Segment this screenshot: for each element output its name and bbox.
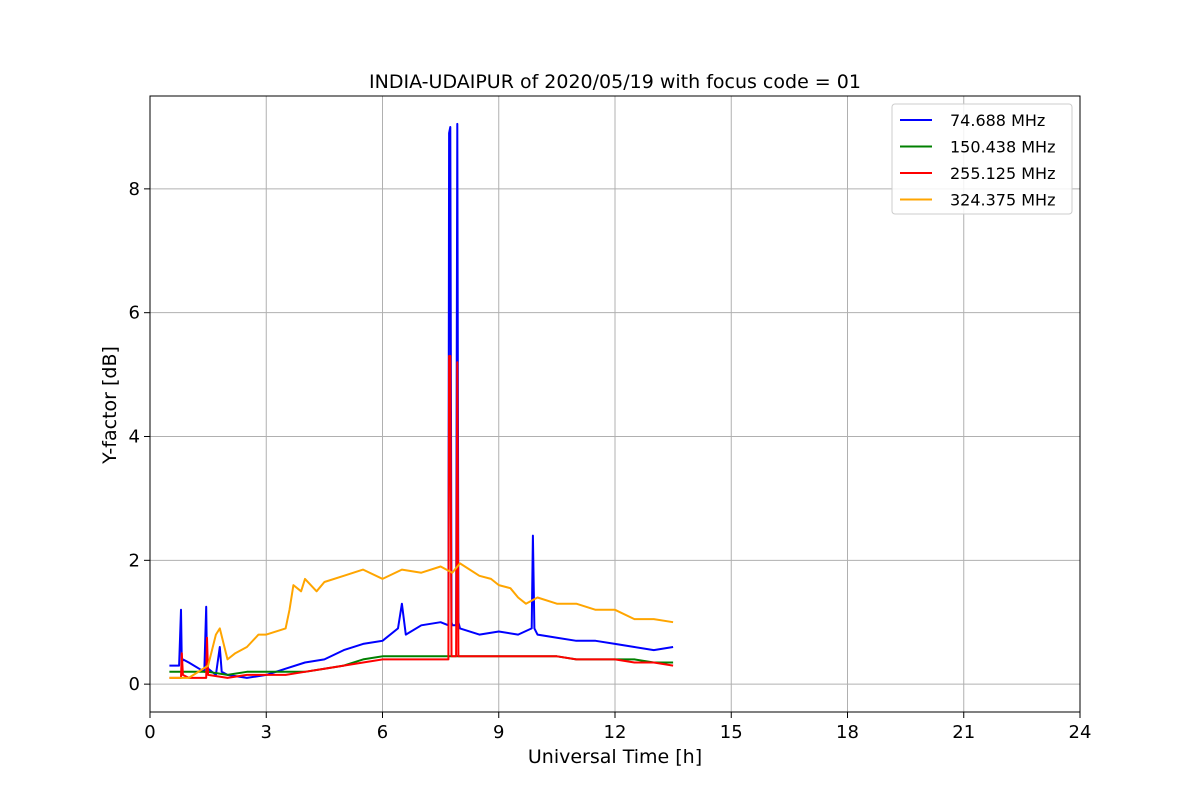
y-axis-label: Y-factor [dB] bbox=[99, 346, 121, 465]
legend-label-0: 74.688 MHz bbox=[950, 111, 1045, 130]
series-line-2 bbox=[169, 355, 674, 679]
x-tick-label: 24 bbox=[1069, 722, 1092, 743]
legend-box bbox=[891, 103, 1073, 215]
legend-label-3: 324.375 MHz bbox=[950, 191, 1055, 210]
y-tick-label: 4 bbox=[129, 427, 140, 448]
x-axis-ticks: 0 3 6 9 12 15 18 21 24 bbox=[144, 712, 1091, 743]
series-line-3 bbox=[169, 562, 674, 679]
y-tick-label: 2 bbox=[129, 550, 140, 571]
x-tick-label: 3 bbox=[261, 722, 272, 743]
series-layer bbox=[169, 122, 674, 679]
x-tick-label: 15 bbox=[720, 722, 743, 743]
chart-title: INDIA-UDAIPUR of 2020/05/19 with focus c… bbox=[369, 71, 861, 93]
series-line-0 bbox=[169, 122, 674, 679]
y-tick-label: 8 bbox=[129, 179, 140, 200]
x-tick-label: 6 bbox=[377, 722, 388, 743]
x-tick-label: 0 bbox=[144, 722, 155, 743]
x-tick-label: 12 bbox=[604, 722, 627, 743]
legend-label-2: 255.125 MHz bbox=[950, 164, 1055, 183]
x-tick-label: 9 bbox=[493, 722, 504, 743]
legend: 74.688 MHz 150.438 MHz 255.125 MHz 324.375 … bbox=[891, 103, 1073, 215]
x-tick-label: 18 bbox=[836, 722, 859, 743]
y-axis-ticks: 0 2 4 6 8 bbox=[129, 179, 150, 695]
legend-label-1: 150.438 MHz bbox=[950, 138, 1055, 157]
y-tick-label: 6 bbox=[129, 303, 140, 324]
x-axis-label: Universal Time [h] bbox=[528, 746, 702, 768]
x-tick-label: 21 bbox=[952, 722, 975, 743]
y-tick-label: 0 bbox=[129, 674, 140, 695]
